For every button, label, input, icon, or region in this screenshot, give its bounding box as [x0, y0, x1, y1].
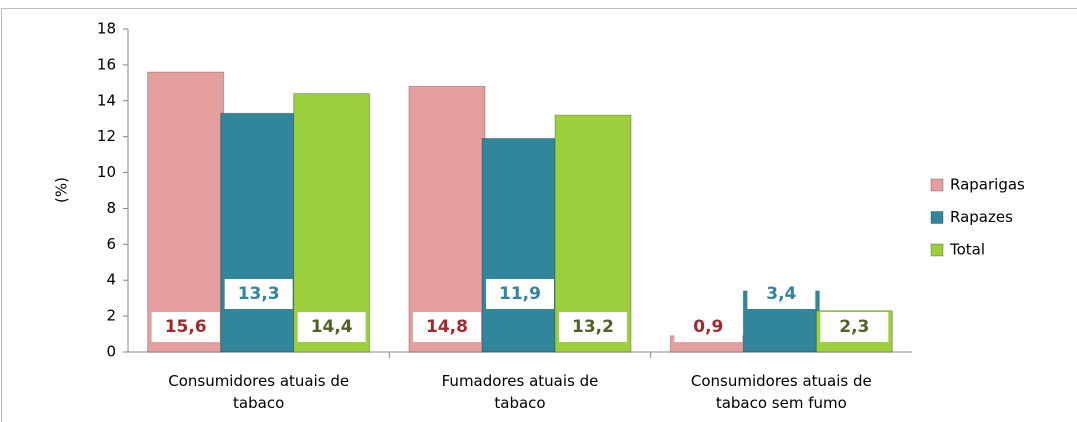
bar	[293, 93, 371, 353]
value-label-box	[413, 312, 481, 342]
y-tick-label: 6	[106, 235, 116, 253]
legend-label: Rapazes	[950, 208, 1013, 226]
y-tick-label: 2	[106, 307, 116, 325]
y-tick-label: 14	[97, 91, 116, 109]
y-tick-label: 0	[106, 343, 116, 361]
legend-label: Total	[949, 241, 985, 259]
value-label: 13,3	[238, 284, 280, 304]
y-axis-label: (%)	[53, 177, 71, 203]
y-tick-label: 18	[97, 20, 116, 38]
value-label: 0,9	[693, 317, 723, 337]
value-label-box	[674, 312, 743, 342]
legend-swatch	[930, 178, 944, 192]
value-label-box	[151, 312, 220, 342]
value-label-box	[820, 312, 889, 342]
value-label-box	[224, 279, 293, 309]
value-label-box	[747, 279, 816, 309]
bar	[220, 112, 298, 353]
y-tick-label: 16	[97, 55, 116, 73]
bar	[408, 85, 486, 353]
y-tick-label: 4	[106, 271, 116, 289]
value-label: 15,6	[165, 317, 207, 337]
value-label-box	[297, 312, 366, 342]
x-tick-label: Fumadores atuais de tabaco	[442, 372, 599, 412]
x-tick-label: Consumidores atuais de tabaco sem fumo	[691, 372, 872, 412]
x-tick-label: Consumidores atuais de tabaco	[168, 372, 349, 412]
value-label: 11,9	[499, 284, 541, 304]
value-label: 3,4	[766, 284, 796, 304]
legend-swatch	[930, 211, 944, 224]
y-tick-label: 8	[106, 199, 116, 217]
value-label: 14,4	[311, 317, 353, 337]
value-label-box	[486, 279, 554, 309]
bar	[147, 71, 225, 353]
legend-swatch	[930, 243, 944, 257]
value-label: 2,3	[839, 317, 869, 337]
bar	[481, 137, 559, 353]
y-tick-label: 10	[97, 163, 116, 181]
y-tick-label: 12	[97, 127, 116, 145]
value-label-box	[559, 312, 627, 342]
value-label: 13,2	[572, 317, 614, 337]
legend-label: Raparigas	[950, 176, 1025, 194]
value-label: 14,8	[426, 317, 468, 337]
